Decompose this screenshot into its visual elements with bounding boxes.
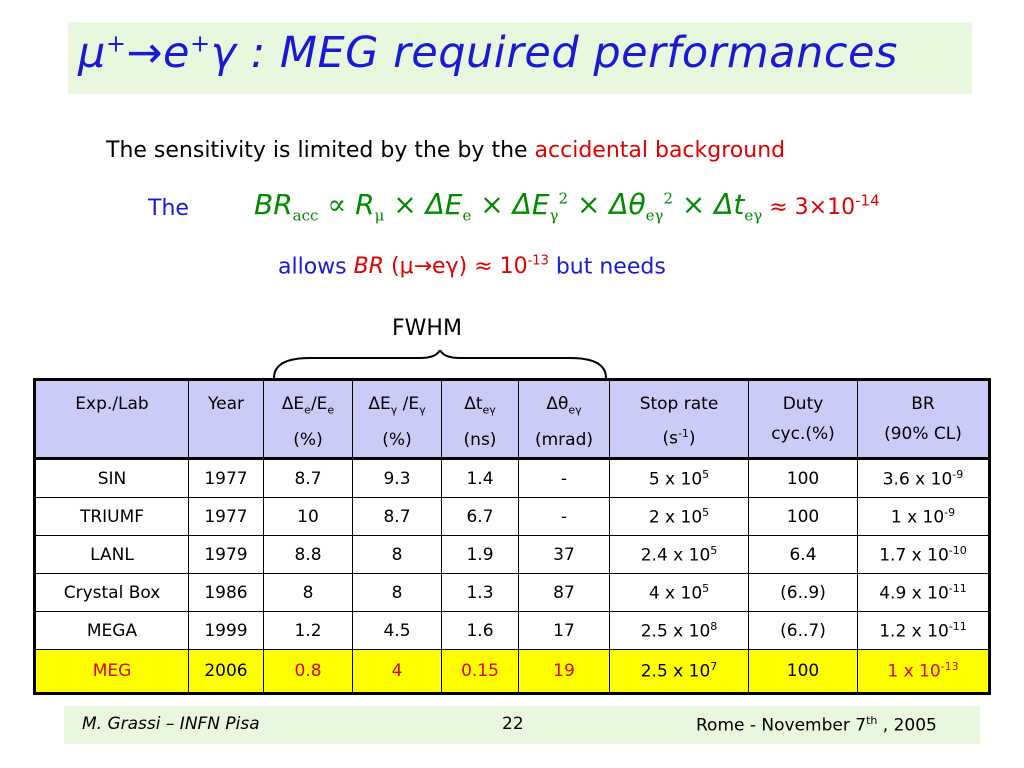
footer-banner [64, 706, 980, 744]
cell-dt: 1.6 [441, 611, 519, 650]
cell-duty: 100 [748, 649, 858, 694]
cell-year: 1979 [188, 535, 264, 574]
the-label: The [148, 196, 189, 221]
cell-lab: MEG [34, 649, 189, 694]
cell-dt: 0.15 [441, 649, 519, 694]
header-dt: Δteγ (ns) [441, 379, 519, 459]
cell-dt: 1.4 [441, 458, 519, 498]
cell-dt: 1.3 [441, 573, 519, 612]
table-row: SIN 1977 8.7 9.3 1.4 - 5 x 105 100 3.6 x… [34, 458, 990, 498]
cell-stop: 2.4 x 105 [609, 535, 749, 574]
table-row-meg: MEG 2006 0.8 4 0.15 19 2.5 x 107 100 1 x… [34, 649, 990, 694]
table-row: Crystal Box 1986 8 8 1.3 87 4 x 105 (6..… [34, 573, 990, 612]
cell-dg: 4.5 [352, 611, 442, 650]
header-stop-rate: Stop rate (s-1) [609, 379, 749, 459]
header-dtheta: Δθeγ (mrad) [518, 379, 610, 459]
cell-duty: 100 [748, 497, 858, 536]
cell-dt: 1.9 [441, 535, 519, 574]
cell-br: 1 x 10-9 [857, 497, 990, 536]
allows-statement: allows BR (μ→eγ) ≈ 10-13 but needs [278, 254, 666, 280]
cell-stop: 2.5 x 108 [609, 611, 749, 650]
cell-br: 1.2 x 10-11 [857, 611, 990, 650]
fwhm-label: FWHM [392, 316, 462, 341]
cell-dg: 8.7 [352, 497, 442, 536]
cell-duty: (6..7) [748, 611, 858, 650]
cell-dth: 87 [518, 573, 610, 612]
cell-de: 8 [263, 573, 353, 612]
br-acc-formula: BRacc ∝ Rμ × ΔEe × ΔEγ2 × Δθeγ2 × Δteγ ≈… [254, 188, 880, 225]
cell-duty: 6.4 [748, 535, 858, 574]
cell-dth: 17 [518, 611, 610, 650]
cell-de: 8.8 [263, 535, 353, 574]
cell-dg: 4 [352, 649, 442, 694]
header-year: Year [188, 379, 264, 459]
cell-stop: 5 x 105 [609, 458, 749, 498]
cell-lab: TRIUMF [34, 497, 189, 536]
cell-lab: MEGA [34, 611, 189, 650]
header-de-gamma: ΔEγ /Eγ (%) [352, 379, 442, 459]
cell-br: 1.7 x 10-10 [857, 535, 990, 574]
fwhm-brace [273, 350, 607, 379]
cell-year: 1986 [188, 573, 264, 612]
cell-de: 0.8 [263, 649, 353, 694]
slide-title: μ+→e+γ : MEG required performances [78, 28, 898, 78]
cell-dth: - [518, 497, 610, 536]
cell-stop: 4 x 105 [609, 573, 749, 612]
cell-de: 8.7 [263, 458, 353, 498]
cell-lab: SIN [34, 458, 189, 498]
footer-author: M. Grassi – INFN Pisa [82, 714, 260, 734]
table-row: TRIUMF 1977 10 8.7 6.7 - 2 x 105 100 1 x… [34, 497, 990, 536]
footer-place-date: Rome - November 7th , 2005 [696, 714, 937, 736]
title-banner [68, 22, 972, 94]
sensitivity-statement: The sensitivity is limited by the by the… [106, 138, 786, 163]
cell-br: 3.6 x 10-9 [857, 458, 990, 498]
cell-dth: - [518, 458, 610, 498]
table-row: LANL 1979 8.8 8 1.9 37 2.4 x 105 6.4 1.7… [34, 535, 990, 574]
performance-table: Exp./Lab Year ΔEe/Ee (%) ΔEγ /Eγ (%) Δteγ(… [33, 378, 991, 695]
header-exp-lab: Exp./Lab [34, 379, 189, 459]
cell-stop: 2.5 x 107 [609, 649, 749, 694]
cell-br: 1 x 10-13 [857, 649, 990, 694]
page-number: 22 [502, 714, 524, 734]
cell-year: 1977 [188, 458, 264, 498]
cell-dt: 6.7 [441, 497, 519, 536]
cell-de: 10 [263, 497, 353, 536]
cell-dg: 8 [352, 573, 442, 612]
header-duty-cycle: Duty cyc.(%) [748, 379, 858, 459]
cell-duty: (6..9) [748, 573, 858, 612]
cell-year: 2006 [188, 649, 264, 694]
table-row: MEGA 1999 1.2 4.5 1.6 17 2.5 x 108 (6..7… [34, 611, 990, 650]
cell-lab: LANL [34, 535, 189, 574]
cell-duty: 100 [748, 458, 858, 498]
cell-year: 1999 [188, 611, 264, 650]
cell-stop: 2 x 105 [609, 497, 749, 536]
table-header-row: Exp./Lab Year ΔEe/Ee (%) ΔEγ /Eγ (%) Δteγ(… [34, 379, 990, 459]
cell-de: 1.2 [263, 611, 353, 650]
cell-year: 1977 [188, 497, 264, 536]
cell-dth: 37 [518, 535, 610, 574]
cell-br: 4.9 x 10-11 [857, 573, 990, 612]
cell-dg: 9.3 [352, 458, 442, 498]
header-de-e: ΔEe/Ee (%) [263, 379, 353, 459]
header-br: BR (90% CL) [857, 379, 990, 459]
cell-dg: 8 [352, 535, 442, 574]
cell-dth: 19 [518, 649, 610, 694]
cell-lab: Crystal Box [34, 573, 189, 612]
